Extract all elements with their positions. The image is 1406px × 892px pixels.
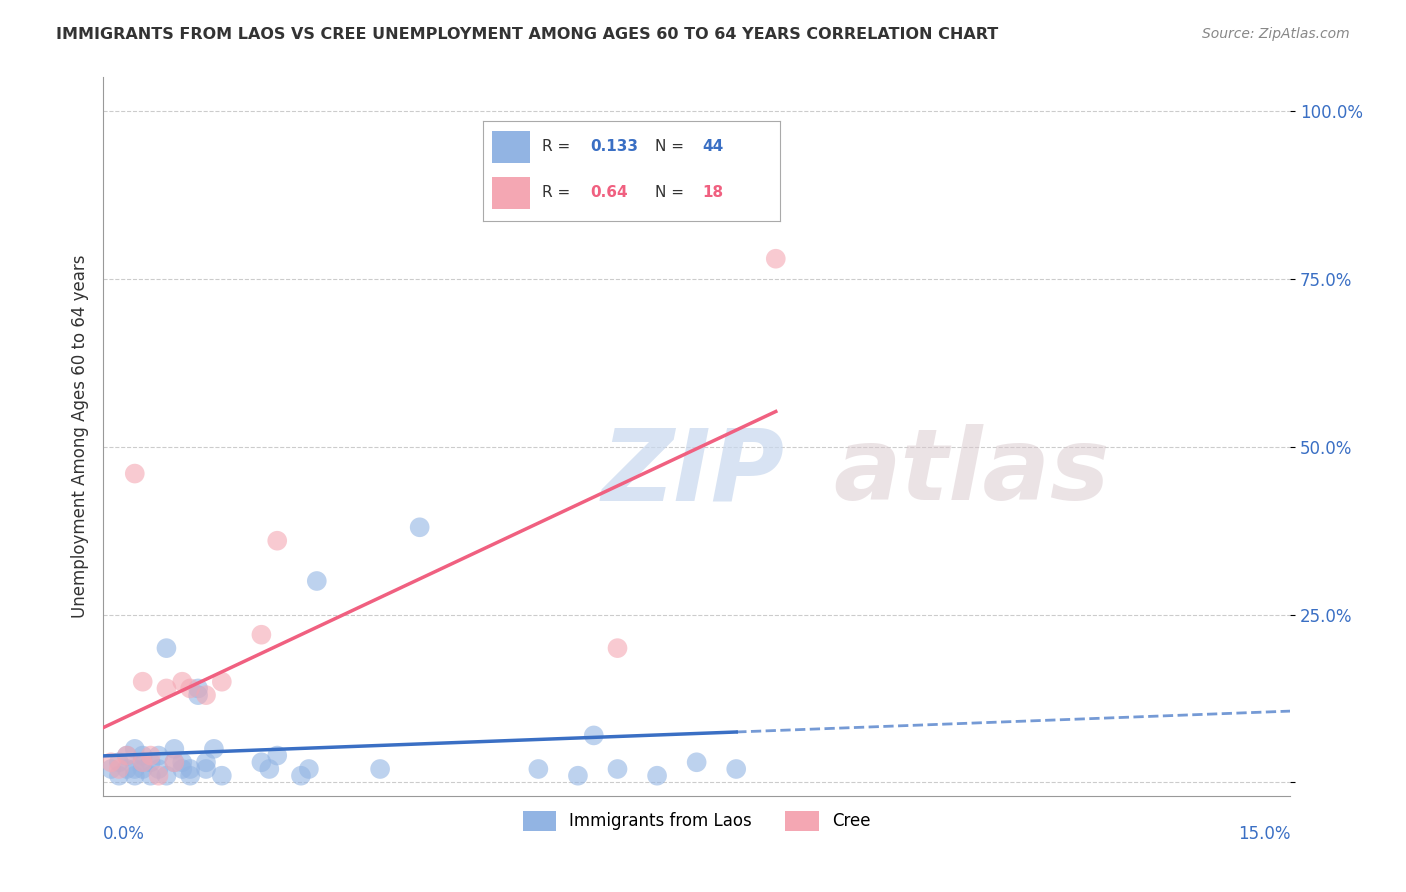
Legend: Immigrants from Laos, Cree: Immigrants from Laos, Cree: [516, 804, 877, 838]
Point: [685, 756, 707, 770]
Point: [131, 674, 153, 689]
Point: [179, 769, 201, 783]
Point: [163, 756, 186, 770]
Point: [172, 762, 194, 776]
Point: [266, 748, 288, 763]
Point: [131, 756, 153, 770]
Point: [368, 762, 391, 776]
Point: [139, 748, 162, 763]
Point: [250, 628, 273, 642]
Text: Source: ZipAtlas.com: Source: ZipAtlas.com: [1202, 27, 1350, 41]
Point: [211, 769, 233, 783]
Point: [172, 756, 194, 770]
Point: [195, 756, 218, 770]
Text: atlas: atlas: [834, 424, 1109, 521]
Point: [155, 681, 177, 696]
Point: [115, 748, 138, 763]
Point: [606, 762, 628, 776]
Point: [124, 762, 146, 776]
Point: [582, 728, 605, 742]
Point: [148, 748, 170, 763]
Point: [108, 756, 131, 770]
Point: [725, 762, 748, 776]
Point: [567, 769, 589, 783]
Point: [266, 533, 288, 548]
Point: [163, 756, 186, 770]
Point: [250, 756, 273, 770]
Point: [187, 688, 209, 702]
Point: [211, 674, 233, 689]
Point: [100, 762, 122, 776]
Point: [148, 769, 170, 783]
Point: [155, 769, 177, 783]
Text: 15.0%: 15.0%: [1237, 824, 1291, 843]
Point: [195, 762, 218, 776]
Point: [115, 762, 138, 776]
Point: [202, 742, 225, 756]
Point: [163, 742, 186, 756]
Text: IMMIGRANTS FROM LAOS VS CREE UNEMPLOYMENT AMONG AGES 60 TO 64 YEARS CORRELATION : IMMIGRANTS FROM LAOS VS CREE UNEMPLOYMEN…: [56, 27, 998, 42]
Point: [259, 762, 281, 776]
Point: [124, 769, 146, 783]
Point: [606, 641, 628, 656]
Point: [179, 762, 201, 776]
Point: [290, 769, 312, 783]
Point: [131, 748, 153, 763]
Point: [108, 769, 131, 783]
Point: [131, 762, 153, 776]
Point: [131, 756, 153, 770]
Y-axis label: Unemployment Among Ages 60 to 64 years: Unemployment Among Ages 60 to 64 years: [72, 255, 89, 618]
Point: [139, 769, 162, 783]
Point: [765, 252, 787, 266]
Point: [148, 762, 170, 776]
Point: [298, 762, 321, 776]
Point: [179, 681, 201, 696]
Point: [195, 688, 218, 702]
Point: [139, 756, 162, 770]
Point: [172, 674, 194, 689]
Point: [100, 756, 122, 770]
Point: [527, 762, 550, 776]
Point: [645, 769, 668, 783]
Point: [187, 681, 209, 696]
Point: [115, 748, 138, 763]
Point: [124, 742, 146, 756]
Point: [108, 762, 131, 776]
Text: ZIP: ZIP: [602, 424, 785, 521]
Point: [305, 574, 328, 588]
Point: [408, 520, 430, 534]
Point: [155, 641, 177, 656]
Point: [124, 467, 146, 481]
Text: 0.0%: 0.0%: [103, 824, 145, 843]
